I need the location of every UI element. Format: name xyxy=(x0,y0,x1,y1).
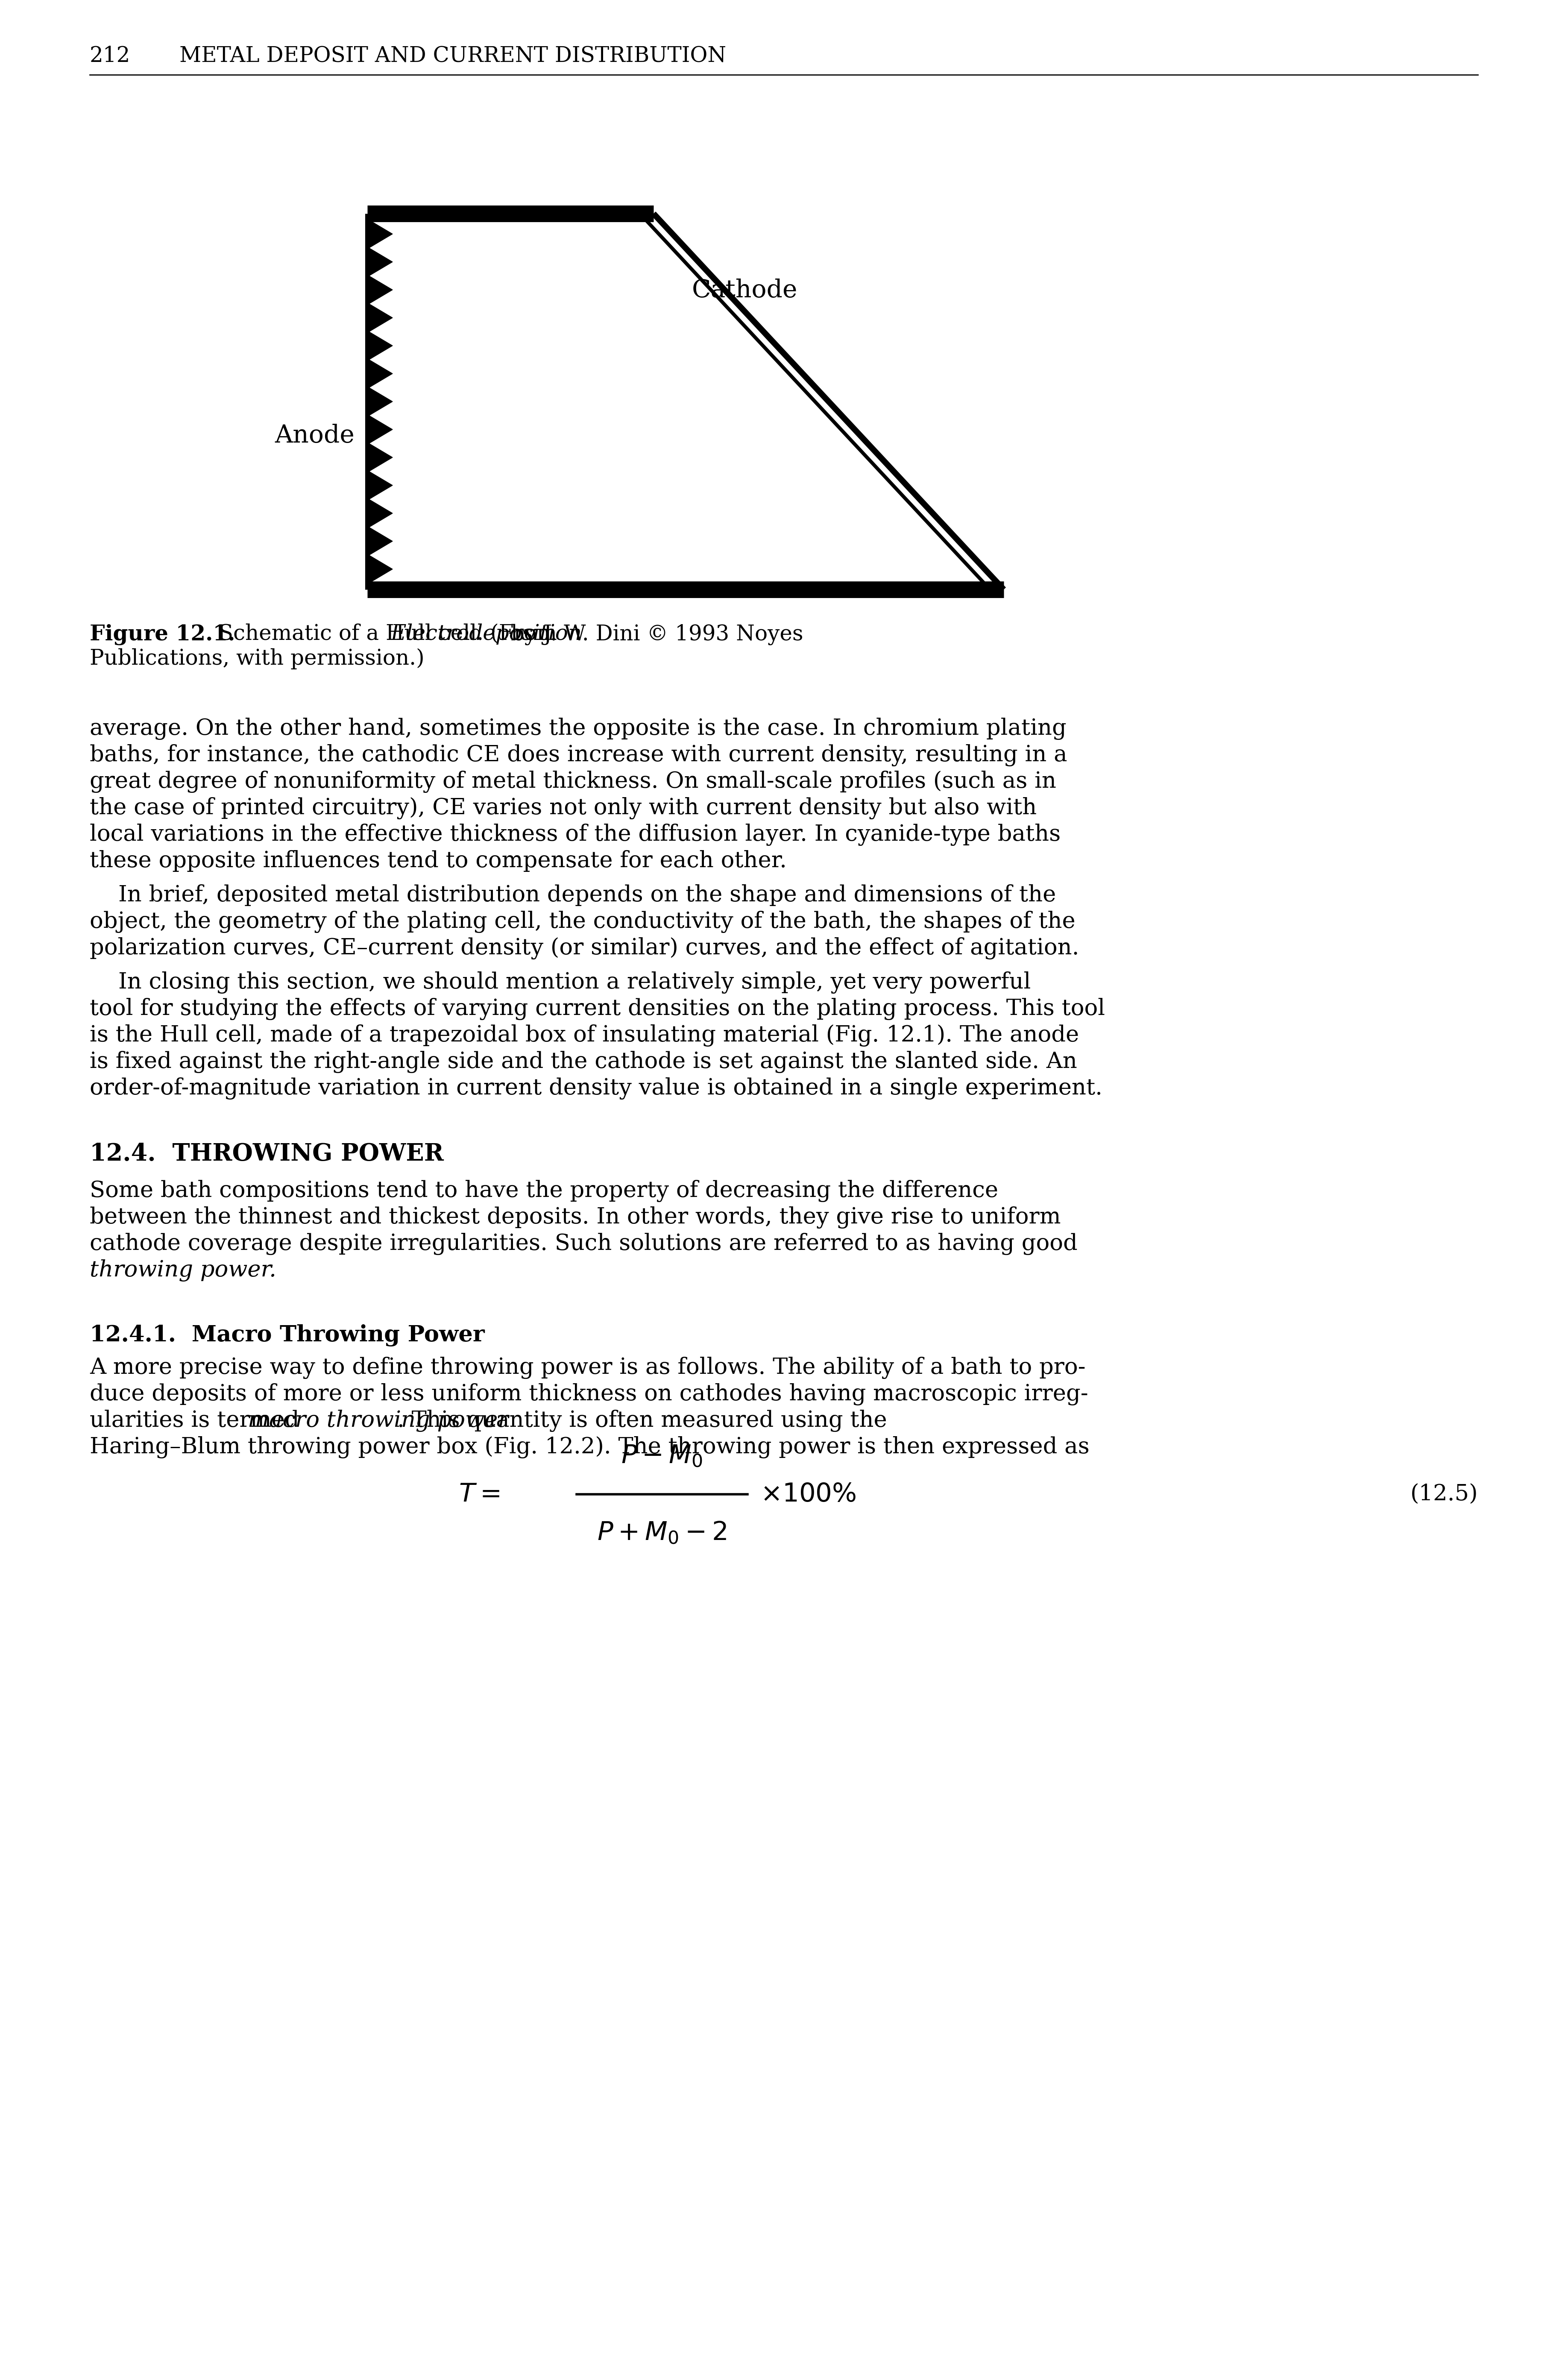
Text: tool for studying the effects of varying current densities on the plating proces: tool for studying the effects of varying… xyxy=(89,999,1105,1020)
Polygon shape xyxy=(368,388,392,417)
Text: 12.4.1.  Macro Throwing Power: 12.4.1. Macro Throwing Power xyxy=(89,1323,485,1347)
Text: Schematic of a Hull cell. (From: Schematic of a Hull cell. (From xyxy=(205,623,564,644)
Text: the case of printed circuitry), CE varies not only with current density but also: the case of printed circuitry), CE varie… xyxy=(89,798,1036,819)
Text: 212: 212 xyxy=(89,45,130,66)
Text: between the thinnest and thickest deposits. In other words, they give rise to un: between the thinnest and thickest deposi… xyxy=(89,1207,1062,1228)
Text: Publications, with permission.): Publications, with permission.) xyxy=(89,649,425,670)
Text: $P + M_0 - 2$: $P + M_0 - 2$ xyxy=(597,1520,728,1546)
Text: great degree of nonuniformity of metal thickness. On small-scale profiles (such : great degree of nonuniformity of metal t… xyxy=(89,772,1057,793)
Text: Haring–Blum throwing power box (Fig. 12.2). The throwing power is then expressed: Haring–Blum throwing power box (Fig. 12.… xyxy=(89,1437,1090,1458)
Polygon shape xyxy=(368,249,392,277)
Text: A more precise way to define throwing power is as follows. The ability of a bath: A more precise way to define throwing po… xyxy=(89,1356,1085,1380)
Text: In brief, deposited metal distribution depends on the shape and dimensions of th: In brief, deposited metal distribution d… xyxy=(89,885,1055,907)
Polygon shape xyxy=(368,556,392,582)
Text: Some bath compositions tend to have the property of decreasing the difference: Some bath compositions tend to have the … xyxy=(89,1179,999,1202)
Text: (12.5): (12.5) xyxy=(1410,1484,1479,1505)
Text: Cathode: Cathode xyxy=(691,279,798,303)
Polygon shape xyxy=(368,277,392,303)
Text: local variations in the effective thickness of the diffusion layer. In cyanide-t: local variations in the effective thickn… xyxy=(89,824,1060,845)
Text: METAL DEPOSIT AND CURRENT DISTRIBUTION: METAL DEPOSIT AND CURRENT DISTRIBUTION xyxy=(179,45,726,66)
Text: by J. W. Dini © 1993 Noyes: by J. W. Dini © 1993 Noyes xyxy=(503,623,803,646)
Text: Anode: Anode xyxy=(274,424,354,447)
Text: macro throwing power: macro throwing power xyxy=(248,1411,508,1432)
Polygon shape xyxy=(368,303,392,331)
Text: Figure 12.1.: Figure 12.1. xyxy=(89,623,235,644)
Polygon shape xyxy=(368,499,392,528)
Text: $P - M_0$: $P - M_0$ xyxy=(621,1444,702,1470)
Text: $\times 100\%$: $\times 100\%$ xyxy=(760,1482,856,1508)
Text: $T =$: $T =$ xyxy=(459,1482,500,1508)
Text: duce deposits of more or less uniform thickness on cathodes having macroscopic i: duce deposits of more or less uniform th… xyxy=(89,1382,1088,1406)
Text: Electrodeposition: Electrodeposition xyxy=(390,623,582,644)
Polygon shape xyxy=(368,471,392,499)
Polygon shape xyxy=(368,528,392,556)
Text: . This quantity is often measured using the: . This quantity is often measured using … xyxy=(397,1411,887,1432)
Text: is the Hull cell, made of a trapezoidal box of insulating material (Fig. 12.1). : is the Hull cell, made of a trapezoidal … xyxy=(89,1025,1079,1046)
Text: object, the geometry of the plating cell, the conductivity of the bath, the shap: object, the geometry of the plating cell… xyxy=(89,911,1076,933)
Text: average. On the other hand, sometimes the opposite is the case. In chromium plat: average. On the other hand, sometimes th… xyxy=(89,717,1066,741)
Text: polarization curves, CE–current density (or similar) curves, and the effect of a: polarization curves, CE–current density … xyxy=(89,937,1079,959)
Text: these opposite influences tend to compensate for each other.: these opposite influences tend to compen… xyxy=(89,850,787,871)
Text: is fixed against the right-angle side and the cathode is set against the slanted: is fixed against the right-angle side an… xyxy=(89,1051,1077,1072)
Text: cathode coverage despite irregularities. Such solutions are referred to as havin: cathode coverage despite irregularities.… xyxy=(89,1233,1077,1255)
Polygon shape xyxy=(368,220,392,249)
Text: ularities is termed: ularities is termed xyxy=(89,1411,306,1432)
Text: 12.4.  THROWING POWER: 12.4. THROWING POWER xyxy=(89,1143,444,1167)
Text: In closing this section, we should mention a relatively simple, yet very powerfu: In closing this section, we should menti… xyxy=(89,970,1030,994)
Polygon shape xyxy=(368,360,392,388)
Polygon shape xyxy=(368,443,392,471)
Polygon shape xyxy=(368,331,392,360)
Polygon shape xyxy=(368,417,392,443)
Text: order-of-magnitude variation in current density value is obtained in a single ex: order-of-magnitude variation in current … xyxy=(89,1077,1102,1101)
Text: throwing power.: throwing power. xyxy=(89,1259,276,1281)
Text: baths, for instance, the cathodic CE does increase with current density, resulti: baths, for instance, the cathodic CE doe… xyxy=(89,743,1068,767)
